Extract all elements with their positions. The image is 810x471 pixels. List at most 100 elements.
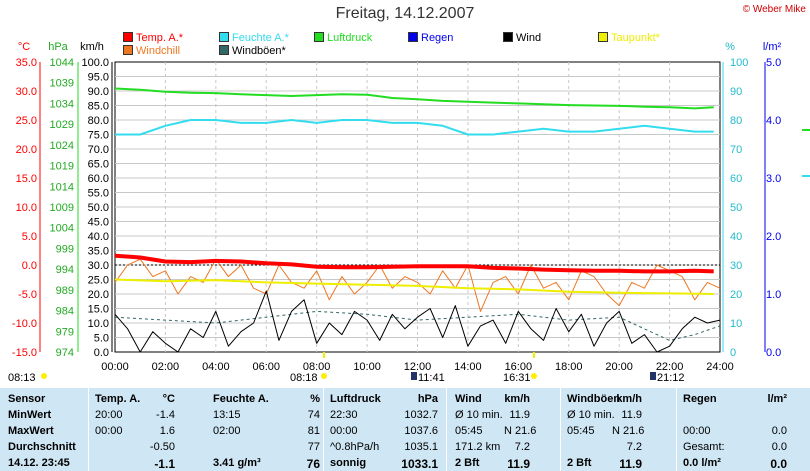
table-cell: 05:45	[455, 425, 483, 437]
kmh-tick-label: 30.0	[88, 260, 109, 272]
series-windb-en-line	[114, 310, 721, 341]
temp-tick-label: 10.0	[16, 202, 37, 214]
pct-tick-label: 0	[730, 347, 736, 359]
table-cell: 0.0	[771, 425, 787, 437]
kmh-tick-label: 10.0	[88, 318, 109, 330]
legend-label: Windböen*	[232, 45, 286, 57]
kmh-tick-label: 70.0	[88, 144, 109, 156]
hpa-tick-label: 974	[56, 347, 74, 359]
table-cell: 11.9	[509, 409, 530, 421]
temp-tick-label: -15.0	[12, 347, 37, 359]
table-cell: Ø 10 min.	[455, 409, 503, 421]
table-cell: 0.0	[771, 441, 787, 453]
table-cell: ^0.8hPa/h	[330, 441, 380, 453]
legend-swatch	[219, 32, 229, 42]
table-cell: 14.12. 23:45	[8, 457, 70, 469]
hpa-tick-label: 1019	[50, 161, 74, 173]
x-tick-label: 00:00	[101, 361, 129, 373]
rain-axis-unit: l/m²	[763, 41, 782, 53]
hpa-tick-label: 994	[56, 264, 74, 276]
table-divider	[446, 388, 447, 471]
table-cell: km/h	[616, 393, 642, 405]
x-tick-label: 10:00	[353, 361, 381, 373]
sun-icon	[41, 373, 47, 379]
kmh-tick-label: 90.0	[88, 86, 109, 98]
table-divider	[88, 388, 89, 471]
sun-time: 08:13	[8, 372, 36, 384]
legend-item: Windchill	[123, 45, 180, 57]
temp-tick-label: 0.0	[22, 260, 37, 272]
kmh-tick-label: 5.0	[94, 333, 109, 345]
kmh-tick-label: 100.0	[81, 57, 109, 69]
table-cell: 0.0	[770, 457, 787, 471]
kmh-tick-label: 55.0	[88, 188, 109, 200]
table-cell: 0.0 l/m²	[683, 457, 721, 469]
temp-tick-label: 35.0	[16, 57, 37, 69]
temp-tick-label: -10.0	[12, 318, 37, 330]
x-tick-label: 04:00	[202, 361, 230, 373]
hpa-tick-label: 1039	[50, 78, 74, 90]
x-tick-label: 12:00	[404, 361, 432, 373]
table-cell: -0.50	[149, 441, 175, 453]
table-cell: hPa	[417, 393, 438, 405]
table-cell: Sensor	[8, 393, 46, 405]
kmh-tick-label: 45.0	[88, 217, 109, 229]
legend-swatch	[123, 45, 133, 55]
sun-icon	[321, 373, 327, 379]
legend-swatch	[219, 45, 229, 55]
hpa-tick-label: 984	[56, 306, 74, 318]
legend-swatch	[408, 32, 418, 42]
table-cell: 22:30	[330, 409, 358, 421]
pct-tick-label: 70	[730, 144, 742, 156]
legend-swatch	[314, 32, 324, 42]
x-tick-label: 06:00	[252, 361, 280, 373]
kmh-tick-label: 50.0	[88, 202, 109, 214]
pct-tick-label: 60	[730, 173, 742, 185]
legend-item: Regen	[408, 32, 453, 44]
page-title: Freitag, 14.12.2007	[335, 5, 475, 22]
hpa-axis-unit: hPa	[48, 41, 68, 53]
rain-tick-label: 4.0	[766, 115, 781, 127]
rain-tick-label: 3.0	[766, 173, 781, 185]
sun-time: 11:41	[418, 372, 445, 384]
table-divider	[560, 388, 561, 471]
pct-tick-label: 40	[730, 231, 742, 243]
pct-axis-unit: %	[725, 41, 735, 53]
rain-tick-label: 5.0	[766, 57, 781, 69]
x-tick-label: 08:00	[303, 361, 331, 373]
table-cell: 00:00	[683, 425, 711, 437]
legend-item: Windböen*	[219, 45, 286, 57]
x-tick-label: 24:00	[706, 361, 734, 373]
legend-label: Regen	[421, 32, 454, 44]
kmh-tick-label: 80.0	[88, 115, 109, 127]
legend-item: Feuchte A.*	[219, 32, 289, 44]
x-tick-label: 20:00	[605, 361, 633, 373]
kmh-tick-label: 35.0	[88, 246, 109, 258]
table-cell: 81	[307, 425, 320, 437]
legend-item: Wind	[503, 32, 541, 44]
temp-tick-label: 20.0	[16, 144, 37, 156]
table-cell: Ø 10 min.	[567, 409, 615, 421]
kmh-tick-label: 65.0	[88, 159, 109, 171]
temp-tick-label: 5.0	[22, 231, 37, 243]
hpa-tick-label: 999	[56, 243, 74, 255]
kmh-tick-label: 40.0	[88, 231, 109, 243]
kmh-tick-label: 75.0	[88, 130, 109, 142]
table-cell: 74	[307, 409, 320, 421]
x-tick-label: 18:00	[555, 361, 583, 373]
pct-tick-label: 20	[730, 289, 742, 301]
table-divider	[676, 388, 677, 471]
table-cell: °C	[162, 393, 175, 405]
table-cell: MaxWert	[8, 425, 54, 437]
table-cell: 20:00	[95, 409, 123, 421]
table-cell: 77	[307, 441, 320, 453]
kmh-tick-label: 60.0	[88, 173, 109, 185]
legend-swatch	[123, 32, 133, 42]
kmh-tick-label: 95.0	[88, 72, 109, 84]
table-cell: MinWert	[8, 409, 52, 421]
moon-icon	[411, 372, 417, 380]
series-feuchte-a-line	[115, 119, 714, 136]
series-taupunkt-line	[114, 278, 714, 295]
table-cell: 2 Bft	[567, 457, 592, 469]
copyright[interactable]: © Weber Mike	[742, 4, 806, 15]
